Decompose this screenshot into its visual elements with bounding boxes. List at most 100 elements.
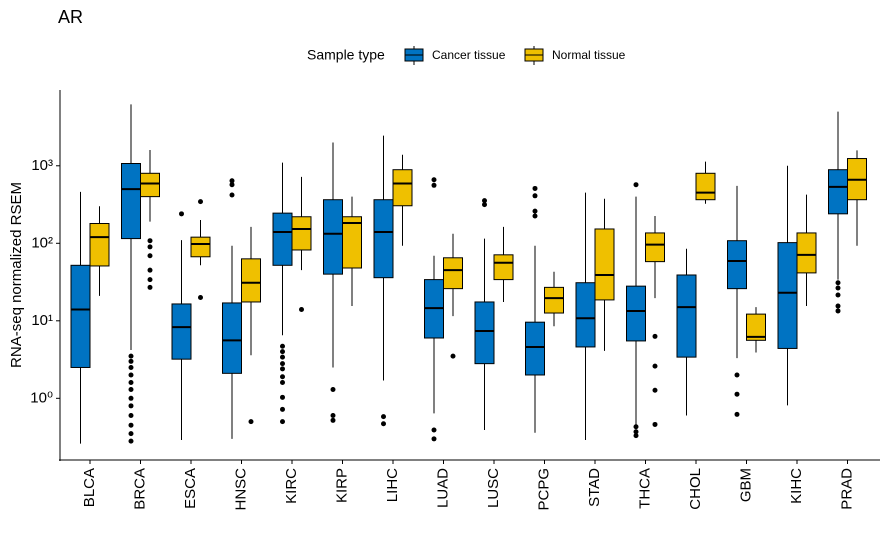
outlier xyxy=(280,361,285,367)
box xyxy=(140,172,160,198)
outlier xyxy=(431,436,437,442)
outlier xyxy=(633,424,639,430)
outlier xyxy=(280,406,285,412)
box xyxy=(746,313,766,341)
outlier xyxy=(280,394,285,400)
outlier xyxy=(532,193,538,199)
outlier xyxy=(198,294,203,300)
y-axis-title: RNA-seq normalized RSEM xyxy=(8,182,25,368)
outlier xyxy=(532,213,538,219)
legend-label: Cancer tissue xyxy=(432,48,506,62)
x-tick-label: LIHC xyxy=(384,468,401,502)
box xyxy=(121,163,141,240)
box xyxy=(544,286,564,314)
box xyxy=(291,216,312,251)
y-tick-label: 10² xyxy=(31,234,53,251)
x-tick-label: STAD xyxy=(586,468,603,507)
y-tick-label: 10⁰ xyxy=(30,389,53,406)
outlier xyxy=(652,421,658,427)
x-tick-label: BRCA xyxy=(131,468,148,510)
box xyxy=(89,223,110,267)
outlier xyxy=(128,395,134,401)
outlier xyxy=(128,353,134,359)
outlier xyxy=(652,363,658,369)
outlier xyxy=(835,280,841,286)
outlier xyxy=(280,374,285,380)
outlier xyxy=(229,192,235,198)
outlier xyxy=(835,303,841,309)
box xyxy=(493,254,514,281)
outlier xyxy=(128,413,134,419)
outlier xyxy=(128,431,134,437)
outlier xyxy=(280,354,285,360)
box xyxy=(626,285,646,342)
outlier xyxy=(280,379,285,385)
outlier xyxy=(299,306,304,312)
outlier xyxy=(229,182,235,188)
outlier xyxy=(147,277,153,283)
outlier xyxy=(280,343,285,349)
outlier xyxy=(835,285,841,291)
box xyxy=(676,274,697,358)
legend-label: Normal tissue xyxy=(552,48,626,62)
outlier xyxy=(381,421,386,427)
box xyxy=(727,240,747,290)
outlier xyxy=(532,208,538,214)
outlier xyxy=(633,429,639,435)
box xyxy=(443,257,463,290)
outlier xyxy=(280,366,285,372)
box xyxy=(594,228,615,301)
y-tick-label: 10¹ xyxy=(31,312,53,329)
outlier xyxy=(128,372,134,378)
outlier xyxy=(280,419,285,425)
legend-title: Sample type xyxy=(307,47,385,63)
outlier xyxy=(248,419,254,425)
box xyxy=(828,169,848,215)
outlier xyxy=(482,202,487,208)
x-tick-label: PRAD xyxy=(838,468,855,510)
outlier xyxy=(652,387,658,393)
outlier xyxy=(633,433,639,439)
box xyxy=(323,199,343,275)
outlier xyxy=(734,372,740,378)
box xyxy=(575,282,596,348)
x-tick-label: CHOL xyxy=(687,468,704,510)
box xyxy=(241,258,261,303)
outlier xyxy=(128,403,134,409)
outlier xyxy=(450,353,456,359)
outlier xyxy=(179,211,184,217)
box xyxy=(373,199,394,279)
box xyxy=(777,242,798,349)
outlier xyxy=(128,386,134,392)
box xyxy=(171,303,192,360)
outlier xyxy=(128,438,134,444)
box xyxy=(392,169,413,207)
outlier xyxy=(330,417,336,423)
outlier xyxy=(229,178,235,184)
x-tick-label: THCA xyxy=(636,468,653,509)
outlier xyxy=(128,364,134,370)
box xyxy=(796,232,817,274)
outlier xyxy=(532,185,538,191)
box xyxy=(190,236,211,258)
outlier xyxy=(147,253,153,259)
x-tick-label: GBM xyxy=(737,468,754,502)
outlier xyxy=(431,177,437,183)
box xyxy=(70,264,91,368)
outlier xyxy=(835,308,841,314)
x-tick-label: KIRP xyxy=(333,468,350,503)
outlier xyxy=(633,182,639,188)
outlier xyxy=(652,333,658,339)
outlier xyxy=(147,267,153,273)
box xyxy=(342,216,362,269)
outlier xyxy=(147,244,153,250)
outlier xyxy=(198,199,203,205)
outlier xyxy=(147,284,153,290)
box xyxy=(222,302,242,374)
x-tick-label: KIHC xyxy=(788,468,805,504)
outlier xyxy=(330,386,336,392)
outlier xyxy=(734,411,740,417)
outlier xyxy=(835,292,841,298)
outlier xyxy=(128,379,134,385)
x-tick-label: PCPG xyxy=(535,468,552,511)
